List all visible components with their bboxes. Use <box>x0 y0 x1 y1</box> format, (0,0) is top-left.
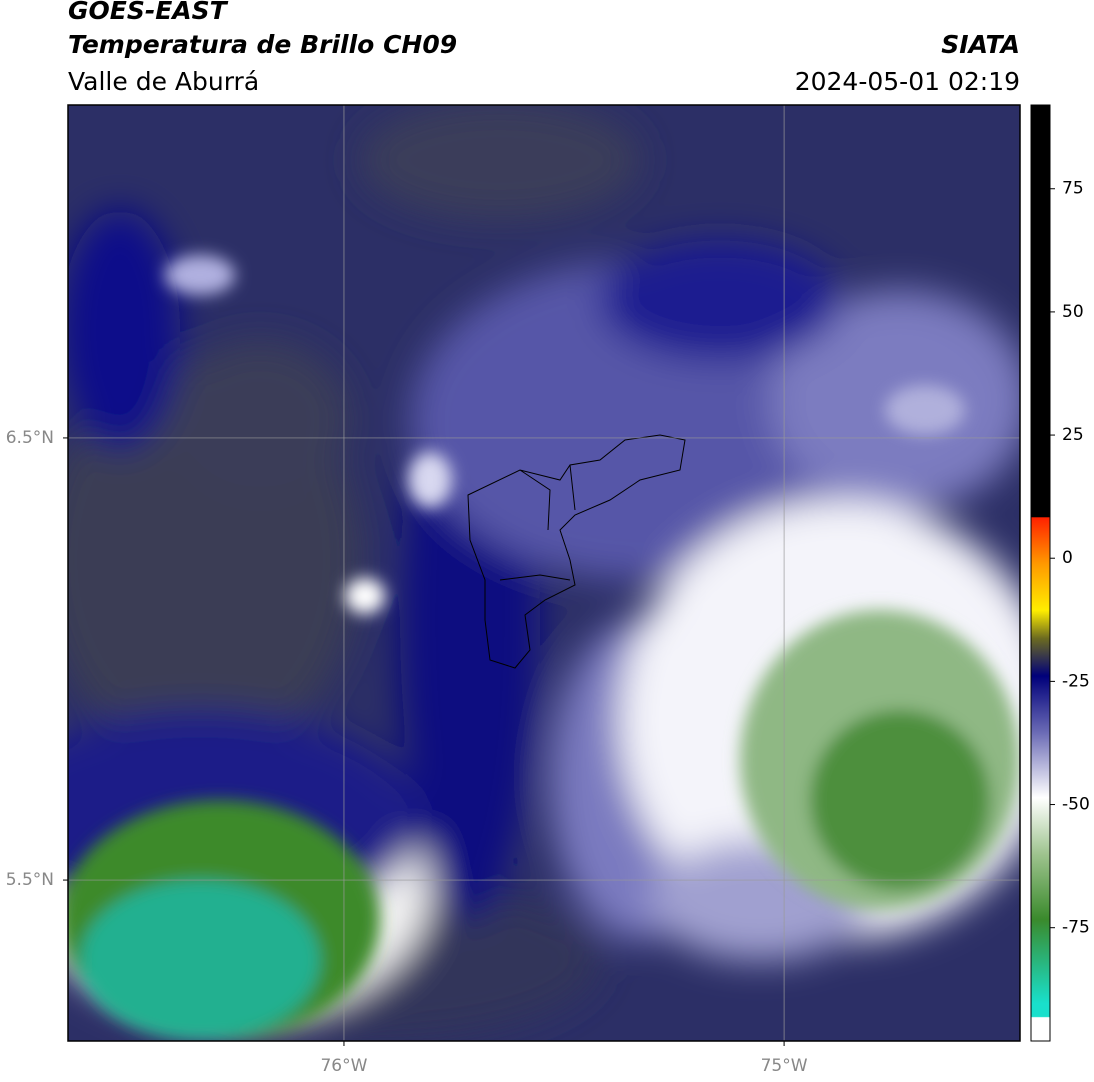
colorbar-tick-label: 75 <box>1062 179 1084 199</box>
datetime: 2024-05-01 02:19 <box>795 67 1020 96</box>
colorbar-tick-label: -75 <box>1062 918 1090 938</box>
map-frame <box>67 104 1021 1042</box>
x-tick-label: 75°W <box>761 1056 808 1076</box>
colorbar-tick-label: 25 <box>1062 425 1084 445</box>
region: Valle de Aburrá <box>68 67 259 96</box>
colorbar-tick-label: 0 <box>1062 548 1073 568</box>
colorbar-tick-label: -25 <box>1062 671 1090 691</box>
y-tick-label: 6.5°N <box>6 428 54 448</box>
colorbar-tick-label: -50 <box>1062 795 1090 815</box>
source: SIATA <box>941 30 1020 59</box>
colorbar <box>1030 104 1051 1042</box>
subtitle: Temperatura de Brillo CH09 <box>68 30 457 59</box>
satellite-image <box>68 105 1020 1041</box>
y-tick-label: 5.5°N <box>6 870 54 890</box>
title: GOES-EAST <box>68 0 229 25</box>
valley-boundary <box>467 434 686 669</box>
x-tick-label: 76°W <box>320 1056 367 1076</box>
colorbar-tick-label: 50 <box>1062 302 1084 322</box>
